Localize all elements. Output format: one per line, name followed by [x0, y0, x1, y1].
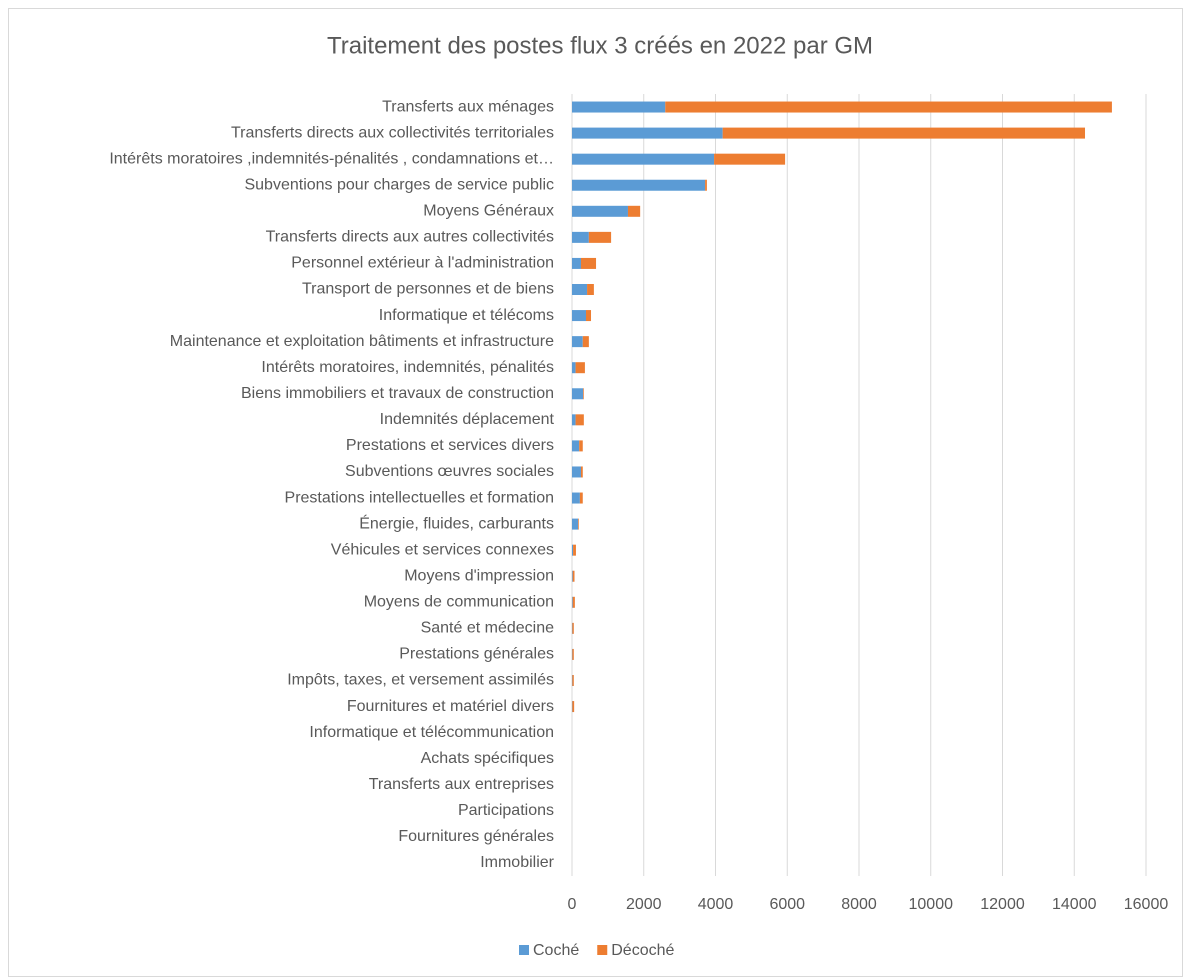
bar-segment	[582, 336, 589, 348]
x-tick-label: 16000	[1124, 896, 1169, 913]
bar-segment	[572, 362, 576, 374]
bar-segment	[585, 310, 592, 322]
bar-segment	[572, 205, 628, 217]
bar-segment	[572, 153, 715, 165]
legend-swatch	[597, 945, 608, 955]
chart-title: Traitement des postes flux 3 créés en 20…	[327, 32, 873, 59]
bar-segment	[572, 310, 586, 322]
y-tick-label: Personnel extérieur à l'administration	[291, 255, 554, 272]
bar-segment	[572, 127, 723, 139]
legend-label: Coché	[533, 942, 579, 959]
bar-segment	[714, 153, 786, 165]
bar-segment	[572, 414, 576, 426]
bar-segment	[580, 257, 597, 269]
bar-segment	[580, 466, 583, 478]
y-tick-label: Moyens de communication	[364, 594, 554, 611]
y-tick-label: Prestations intellectuelles et formation	[285, 489, 554, 506]
legend-label: Décoché	[611, 942, 674, 959]
x-tick-label: 2000	[626, 896, 662, 913]
bar-segment	[572, 570, 573, 582]
bar-segment	[572, 544, 574, 556]
legend-swatch	[519, 945, 529, 955]
bar-segment	[575, 414, 584, 426]
x-tick-label: 10000	[909, 896, 954, 913]
bar-segment	[588, 231, 612, 243]
bar-segment	[583, 388, 584, 400]
bar-segment	[579, 492, 583, 504]
y-tick-label: Santé et médecine	[421, 620, 555, 637]
bar-segment	[587, 284, 594, 295]
chart-border	[8, 8, 1183, 977]
y-tick-label: Transport de personnes et de biens	[302, 281, 554, 298]
bar-segment	[572, 648, 574, 660]
y-tick-label: Impôts, taxes, et versement assimilés	[287, 672, 554, 689]
y-tick-label: Fournitures générales	[398, 828, 554, 845]
x-tick-label: 6000	[769, 896, 805, 913]
y-tick-label: Transferts directs aux autres collectivi…	[266, 229, 554, 246]
bar-segment	[573, 544, 576, 556]
y-tick-label: Immobilier	[480, 854, 554, 871]
bar-segment	[572, 596, 575, 608]
bar-segment	[722, 127, 1086, 139]
bar-segment	[705, 179, 707, 191]
bar-segment	[579, 440, 583, 452]
x-tick-label: 0	[568, 896, 577, 913]
y-tick-label: Subventions œuvres sociales	[345, 463, 554, 480]
y-tick-label: Prestations et services divers	[346, 437, 554, 454]
bar-segment	[572, 336, 583, 348]
bar-segment	[572, 518, 579, 530]
x-tick-label: 12000	[980, 896, 1025, 913]
bar-segment	[572, 466, 581, 478]
y-tick-label: Intérêts moratoires, indemnités, pénalit…	[261, 359, 554, 376]
bar-segment	[572, 440, 580, 452]
bar-segment	[627, 205, 641, 217]
y-tick-label: Prestations générales	[399, 646, 554, 663]
y-tick-label: Indemnités déplacement	[380, 411, 555, 428]
bar-segment	[578, 518, 579, 530]
bar-segment	[572, 179, 706, 191]
y-tick-label: Fournitures et matériel divers	[347, 698, 554, 715]
y-tick-label: Subventions pour charges de service publ…	[244, 176, 554, 193]
bar-segment	[572, 701, 575, 713]
x-tick-label: 8000	[841, 896, 877, 913]
y-tick-label: Moyens d'impression	[404, 567, 554, 584]
bar-segment	[572, 231, 589, 243]
y-tick-label: Biens immobiliers et travaux de construc…	[241, 385, 554, 402]
bar-segment	[572, 257, 581, 269]
y-tick-label: Moyens Généraux	[423, 203, 554, 220]
y-tick-label: Énergie, fluides, carburants	[359, 513, 554, 532]
bar-segment	[572, 675, 574, 686]
y-tick-label: Transferts aux entreprises	[369, 776, 554, 793]
bar-segment	[665, 101, 1112, 113]
y-tick-label: Véhicules et services connexes	[331, 541, 554, 558]
y-tick-label: Achats spécifiques	[421, 750, 554, 767]
y-tick-label: Informatique et télécoms	[379, 307, 554, 324]
bar-segment	[572, 596, 573, 608]
bar-segment	[572, 492, 580, 504]
bar-segment	[572, 388, 584, 400]
bar-segment	[572, 622, 574, 634]
bar-segment	[572, 570, 575, 582]
bar-segment	[572, 101, 666, 113]
bar-segment	[572, 284, 588, 295]
y-tick-label: Transferts directs aux collectivités ter…	[231, 124, 554, 141]
x-tick-label: 4000	[698, 896, 734, 913]
bar-segment	[575, 362, 585, 374]
y-tick-label: Maintenance et exploitation bâtiments et…	[170, 333, 554, 350]
x-tick-label: 14000	[1052, 896, 1097, 913]
y-tick-label: Informatique et télécommunication	[309, 724, 554, 741]
y-tick-label: Intérêts moratoires ,indemnités-pénalité…	[109, 150, 554, 167]
y-tick-label: Participations	[458, 802, 554, 819]
y-tick-label: Transferts aux ménages	[382, 98, 554, 115]
